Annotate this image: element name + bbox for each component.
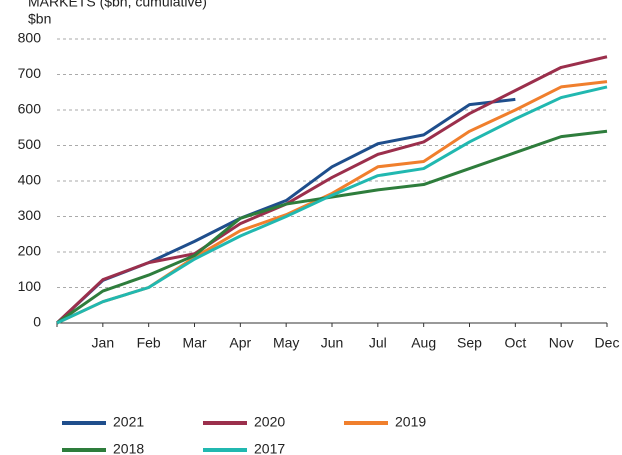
x-tick-label: Dec (595, 335, 620, 351)
x-tick-label: Apr (229, 335, 251, 351)
series-line (55, 55, 608, 325)
y-tick-label: 400 (18, 172, 42, 188)
x-tick-label: Jun (321, 335, 344, 351)
y-tick-label: 700 (18, 65, 42, 81)
y-tick-label: 500 (18, 136, 42, 152)
y-tick-label: 600 (18, 101, 42, 117)
legend-label: 2020 (254, 414, 285, 430)
x-tick-label: Aug (411, 335, 436, 351)
y-tick-label: 300 (18, 207, 42, 223)
y-tick-label: 0 (33, 314, 41, 330)
x-tick-label: Nov (549, 335, 574, 351)
legend-label: 2017 (254, 441, 285, 455)
x-tick-label: Oct (504, 335, 526, 351)
series-line (56, 80, 608, 325)
series-line (56, 85, 608, 325)
x-tick-label: Sep (457, 335, 482, 351)
x-tick-label: Jan (92, 335, 115, 351)
y-tick-label: 800 (18, 30, 42, 46)
x-tick-label: Mar (182, 335, 206, 351)
x-tick-label: Jul (369, 335, 387, 351)
legend-label: 2019 (395, 414, 426, 430)
y-axis-label: $bn (28, 11, 51, 27)
x-tick-label: May (273, 335, 299, 351)
legend-label: 2021 (113, 414, 144, 430)
series-line (56, 129, 608, 325)
x-tick-label: Feb (137, 335, 161, 351)
series-line (55, 97, 516, 325)
chart-title: MARKETS ($bn, cumulative) (28, 0, 207, 10)
legend-label: 2018 (113, 441, 144, 455)
y-tick-label: 100 (18, 278, 42, 294)
y-tick-label: 200 (18, 243, 42, 259)
